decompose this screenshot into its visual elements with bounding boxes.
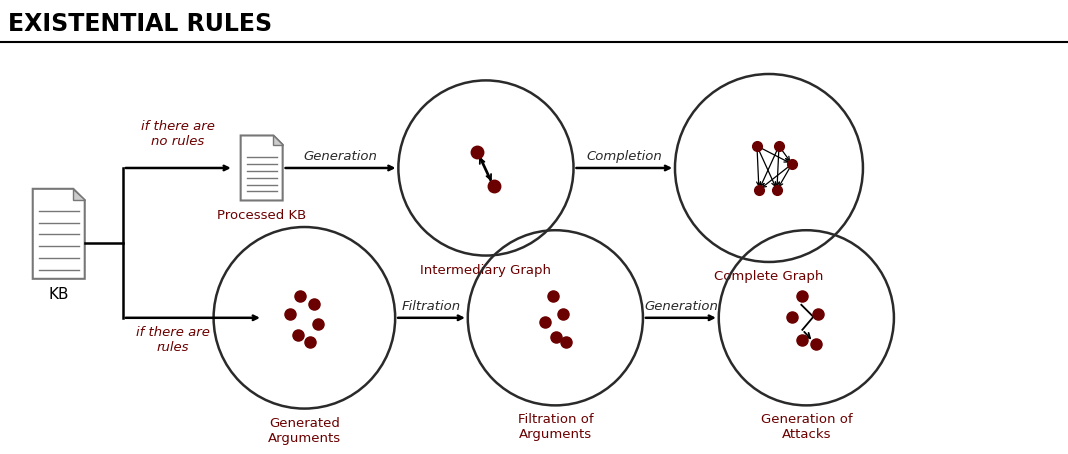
Polygon shape — [74, 189, 84, 200]
Text: KB: KB — [48, 287, 69, 302]
Polygon shape — [33, 189, 84, 279]
Text: Intermediary Graph: Intermediary Graph — [421, 264, 551, 276]
Text: Processed KB: Processed KB — [217, 209, 307, 222]
Text: if there are
no rules: if there are no rules — [141, 120, 215, 148]
Text: Filtration of
Arguments: Filtration of Arguments — [518, 414, 593, 441]
Text: Generation: Generation — [644, 300, 718, 313]
Text: Completion: Completion — [586, 150, 662, 163]
Text: EXISTENTIAL RULES: EXISTENTIAL RULES — [7, 12, 272, 36]
Text: if there are
rules: if there are rules — [136, 326, 209, 354]
Text: Complete Graph: Complete Graph — [714, 270, 823, 283]
Text: Generation: Generation — [303, 150, 377, 163]
Polygon shape — [273, 135, 283, 145]
Text: Filtration: Filtration — [402, 300, 461, 313]
Text: Generation of
Attacks: Generation of Attacks — [760, 414, 852, 441]
Text: Generated
Arguments: Generated Arguments — [268, 417, 341, 444]
Polygon shape — [240, 135, 283, 201]
